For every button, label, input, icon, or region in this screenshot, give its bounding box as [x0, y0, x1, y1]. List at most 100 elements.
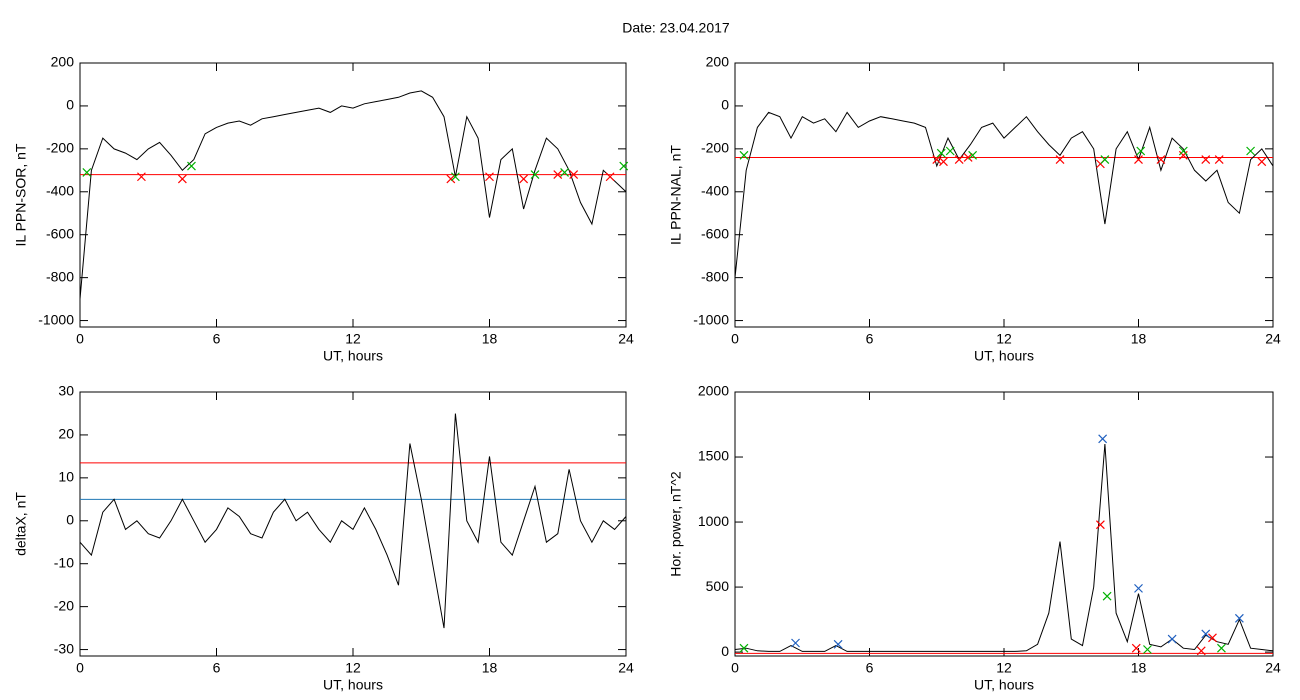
- x-marker: [553, 170, 563, 180]
- x-tick-label: 18: [482, 660, 498, 676]
- x-tick-label: 18: [482, 331, 498, 347]
- x-marker: [1143, 645, 1152, 654]
- y-tick-label: -400: [46, 182, 74, 198]
- x-tick-label: 0: [76, 660, 84, 676]
- x-axis-label: UT, hours: [974, 348, 1034, 364]
- x-marker: [1095, 520, 1105, 530]
- plot-frame: [734, 391, 1274, 657]
- x-marker: [82, 168, 92, 177]
- x-marker: [936, 148, 946, 158]
- x-marker: [1100, 155, 1110, 165]
- x-marker: [530, 170, 540, 180]
- x-marker: [619, 161, 629, 171]
- x-marker: [1156, 155, 1166, 165]
- x-marker: [446, 174, 456, 184]
- x-marker: [137, 172, 146, 182]
- x-tick-label: 0: [731, 660, 739, 676]
- x-marker: [1234, 613, 1244, 623]
- x-marker: [1134, 155, 1143, 165]
- x-marker: [1201, 629, 1211, 639]
- x-marker: [739, 150, 749, 160]
- x-marker: [450, 172, 460, 182]
- x-marker: [485, 172, 494, 182]
- y-axis-label: IL PPN-NAL, nT: [668, 145, 684, 245]
- x-axis-label: UT, hours: [323, 677, 383, 693]
- y-tick-label: 0: [721, 643, 729, 659]
- y-tick-label: -800: [701, 268, 729, 284]
- x-marker: [1167, 634, 1177, 644]
- figure-title: Date: 23.04.2017: [622, 20, 730, 36]
- y-tick-label: -200: [46, 140, 74, 156]
- x-tick-label: 6: [866, 331, 874, 347]
- x-marker: [560, 168, 569, 177]
- x-marker: [1102, 591, 1112, 601]
- x-marker: [605, 172, 615, 182]
- x-axis-label: UT, hours: [323, 348, 383, 364]
- x-marker: [1178, 146, 1188, 156]
- y-tick-label: 0: [66, 511, 74, 527]
- x-marker: [954, 155, 964, 165]
- y-tick-label: -1000: [693, 311, 729, 327]
- y-tick-label: 2000: [698, 383, 729, 399]
- y-tick-label: 200: [706, 54, 730, 70]
- x-marker: [1214, 155, 1224, 165]
- x-marker: [833, 639, 843, 649]
- y-tick-label: -600: [46, 225, 74, 241]
- x-marker: [1134, 583, 1143, 593]
- data-line: [79, 413, 627, 629]
- y-axis-label: deltaX, nT: [13, 492, 29, 556]
- x-marker: [1246, 146, 1256, 156]
- y-tick-label: -200: [701, 140, 729, 156]
- x-marker: [1257, 157, 1267, 167]
- x-marker: [569, 170, 579, 180]
- x-marker: [939, 157, 948, 167]
- y-tick-label: 30: [58, 383, 74, 399]
- data-line: [79, 90, 627, 300]
- x-tick-label: 24: [618, 660, 634, 676]
- x-tick-label: 6: [213, 331, 221, 347]
- x-tick-label: 12: [345, 331, 361, 347]
- y-tick-label: -600: [701, 225, 729, 241]
- x-tick-label: 0: [731, 331, 739, 347]
- x-marker: [1055, 155, 1065, 165]
- y-tick-label: -20: [54, 597, 74, 613]
- x-marker: [187, 161, 196, 171]
- y-tick-label: 0: [721, 97, 729, 113]
- data-line: [734, 443, 1274, 652]
- y-tick-label: 1000: [698, 513, 729, 529]
- x-tick-label: 12: [345, 660, 361, 676]
- x-marker: [1196, 646, 1206, 656]
- y-tick-label: -10: [54, 554, 74, 570]
- x-marker: [1136, 146, 1146, 156]
- x-tick-label: 18: [1131, 331, 1147, 347]
- x-marker: [791, 638, 800, 648]
- x-marker: [1217, 643, 1226, 653]
- x-tick-label: 0: [76, 331, 84, 347]
- data-line: [734, 111, 1274, 278]
- x-marker: [1131, 643, 1141, 653]
- x-marker: [1098, 434, 1108, 444]
- y-tick-label: -1000: [38, 311, 74, 327]
- x-marker: [968, 150, 978, 160]
- y-tick-label: -30: [54, 640, 74, 656]
- x-tick-label: 24: [1265, 331, 1281, 347]
- x-tick-label: 6: [213, 660, 221, 676]
- x-tick-label: 12: [996, 660, 1012, 676]
- plot-frame: [79, 62, 627, 328]
- x-marker: [739, 643, 749, 653]
- y-tick-label: 10: [58, 469, 74, 485]
- x-marker: [963, 153, 973, 162]
- x-marker: [177, 174, 187, 184]
- y-tick-label: 500: [706, 578, 730, 594]
- y-tick-label: 1500: [698, 448, 729, 464]
- y-axis-label: Hor. power, nT^2: [668, 471, 684, 577]
- y-tick-label: -400: [701, 182, 729, 198]
- y-axis-label: IL PPN-SOR, nT: [13, 143, 29, 246]
- x-tick-label: 24: [1265, 660, 1281, 676]
- x-marker: [519, 174, 529, 184]
- x-tick-label: 6: [866, 660, 874, 676]
- x-axis-label: UT, hours: [974, 677, 1034, 693]
- x-marker: [1178, 150, 1188, 160]
- y-tick-label: 200: [51, 54, 75, 70]
